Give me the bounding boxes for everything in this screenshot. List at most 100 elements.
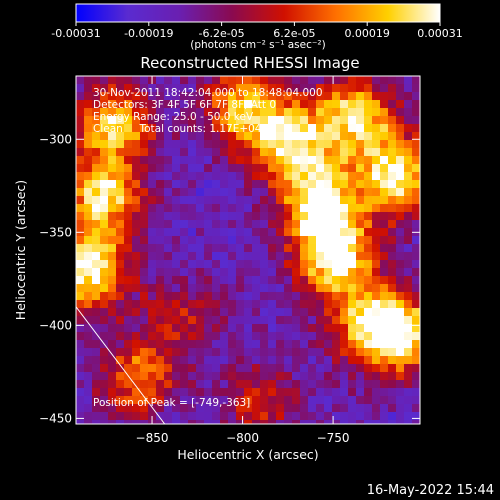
heatmap-cell <box>100 196 108 204</box>
heatmap-cell <box>276 156 284 164</box>
heatmap-cell <box>180 148 188 156</box>
solar-limb-line <box>76 306 166 424</box>
heatmap-cell <box>332 268 340 276</box>
heatmap-cell <box>300 196 308 204</box>
heatmap-cell <box>404 212 412 220</box>
heatmap-cell <box>300 140 308 148</box>
heatmap-cell <box>308 132 316 140</box>
heatmap-cell <box>308 100 316 108</box>
heatmap-cell <box>92 276 100 284</box>
heatmap-cell <box>348 372 356 380</box>
heatmap-cell <box>100 108 108 116</box>
heatmap-cell <box>300 180 308 188</box>
heatmap-cell <box>124 236 132 244</box>
heatmap-cell <box>196 412 204 420</box>
heatmap-cell <box>212 220 220 228</box>
heatmap-cell <box>148 348 156 356</box>
heatmap-cell <box>380 252 388 260</box>
heatmap-cell <box>340 84 348 92</box>
heatmap-cell <box>204 244 212 252</box>
heatmap-cell <box>276 92 284 100</box>
heatmap-cell <box>116 300 124 308</box>
heatmap-cell <box>276 268 284 276</box>
heatmap-cell <box>412 92 420 100</box>
heatmap-cell <box>300 284 308 292</box>
heatmap-cell <box>164 148 172 156</box>
heatmap-cell <box>348 164 356 172</box>
heatmap-cell <box>332 252 340 260</box>
heatmap-cell <box>180 268 188 276</box>
heatmap-cell <box>228 116 236 124</box>
heatmap-cell <box>124 276 132 284</box>
heatmap-cell <box>100 92 108 100</box>
heatmap-cell <box>284 412 292 420</box>
heatmap-cell <box>164 308 172 316</box>
heatmap-cell <box>340 356 348 364</box>
heatmap-cell <box>92 396 100 404</box>
heatmap-cell <box>364 316 372 324</box>
heatmap-cell <box>204 260 212 268</box>
heatmap-cell <box>396 340 404 348</box>
heatmap-cell <box>84 212 92 220</box>
heatmap-cell <box>276 380 284 388</box>
heatmap-cell <box>236 308 244 316</box>
heatmap-cell <box>396 364 404 372</box>
heatmap-cell <box>332 228 340 236</box>
heatmap-cell <box>196 300 204 308</box>
heatmap-cell <box>404 316 412 324</box>
heatmap-cell <box>404 196 412 204</box>
heatmap-cell <box>220 92 228 100</box>
heatmap-cell <box>340 340 348 348</box>
heatmap-cell <box>116 404 124 412</box>
heatmap-cell <box>348 196 356 204</box>
heatmap-cell <box>412 372 420 380</box>
heatmap-cell <box>164 140 172 148</box>
heatmap-cell <box>124 364 132 372</box>
heatmap-cell <box>108 204 116 212</box>
heatmap-cell <box>276 236 284 244</box>
heatmap-cell <box>308 404 316 412</box>
heatmap-cell <box>164 164 172 172</box>
heatmap-cell <box>180 308 188 316</box>
heatmap-cell <box>260 108 268 116</box>
heatmap-cell <box>156 172 164 180</box>
heatmap-cell <box>276 284 284 292</box>
heatmap-cell <box>100 116 108 124</box>
heatmap-cell <box>380 404 388 412</box>
heatmap-cell <box>220 276 228 284</box>
heatmap-cell <box>252 388 260 396</box>
heatmap-cell <box>340 228 348 236</box>
heatmap-cell <box>156 380 164 388</box>
heatmap-cell <box>132 100 140 108</box>
heatmap-cell <box>196 244 204 252</box>
heatmap-cell <box>100 164 108 172</box>
heatmap-cell <box>132 124 140 132</box>
heatmap-cell <box>260 156 268 164</box>
heatmap-cell <box>396 236 404 244</box>
heatmap-cell <box>124 156 132 164</box>
heatmap-cell <box>180 412 188 420</box>
heatmap-cell <box>172 84 180 92</box>
heatmap-cell <box>252 308 260 316</box>
heatmap-cell <box>388 196 396 204</box>
heatmap-cell <box>148 140 156 148</box>
heatmap-cell <box>404 228 412 236</box>
peak-position-label: Position of Peak = [-749,-363] <box>93 397 250 409</box>
heatmap-cell <box>380 324 388 332</box>
heatmap-cell <box>332 76 340 84</box>
heatmap-cell <box>172 188 180 196</box>
heatmap-cell <box>244 412 252 420</box>
heatmap-cell <box>396 284 404 292</box>
heatmap-cell <box>188 300 196 308</box>
heatmap-cell <box>188 212 196 220</box>
heatmap-cell <box>92 132 100 140</box>
heatmap-cell <box>100 212 108 220</box>
heatmap-cell <box>292 388 300 396</box>
heatmap-cell <box>180 372 188 380</box>
heatmap-cell <box>236 300 244 308</box>
heatmap-cell <box>396 196 404 204</box>
heatmap-cell <box>92 300 100 308</box>
heatmap-cell <box>292 300 300 308</box>
heatmap-cell <box>156 348 164 356</box>
heatmap-cell <box>92 324 100 332</box>
